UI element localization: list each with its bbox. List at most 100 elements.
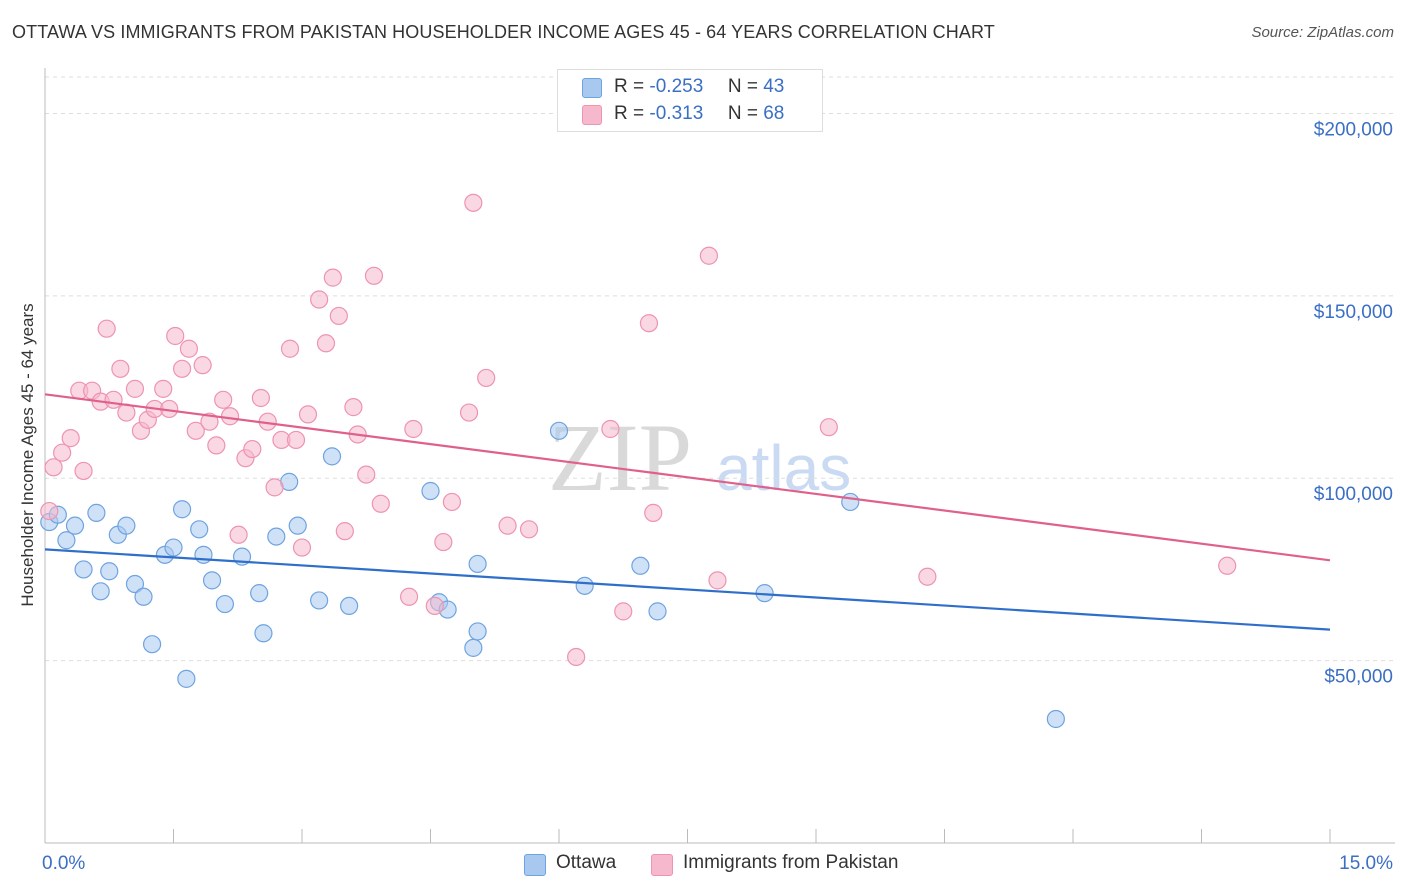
pakistan-point	[644, 503, 663, 522]
ottawa-point	[164, 538, 183, 557]
x-tick-labels: 0.0% 15.0%	[42, 853, 1393, 874]
trend-lines	[44, 393, 1331, 631]
chart-title: OTTAWA VS IMMIGRANTS FROM PAKISTAN HOUSE…	[12, 22, 995, 42]
series-swatch-ottawa	[524, 854, 546, 876]
y-tick-label: $150,000	[1314, 302, 1393, 323]
pakistan-point	[53, 443, 72, 462]
ottawa-point	[100, 562, 119, 581]
pakistan-point	[459, 403, 479, 422]
pakistan-point	[614, 602, 633, 621]
ottawa-point	[250, 584, 269, 603]
pakistan-point	[601, 419, 620, 439]
ottawa-point	[310, 591, 329, 610]
pakistan-point	[74, 461, 93, 481]
pakistan-point	[40, 501, 59, 521]
pakistan-point	[323, 268, 342, 287]
ottawa-point	[57, 531, 76, 550]
ottawa-point	[87, 503, 106, 522]
ottawa-point	[575, 576, 594, 595]
legend-r-label: R =	[614, 76, 645, 97]
pakistan-point	[125, 379, 145, 398]
pakistan-point	[477, 368, 496, 388]
pakistan-point	[193, 356, 212, 375]
ottawa-point	[468, 622, 487, 641]
pakistan-point	[335, 522, 354, 541]
pakistan-point	[498, 516, 517, 535]
pakistan-point	[399, 587, 419, 606]
pakistan-point	[61, 429, 80, 448]
pakistan-point	[918, 567, 937, 586]
pakistan-point	[243, 439, 262, 459]
pakistan-point	[371, 494, 390, 513]
pakistan-point	[819, 418, 838, 437]
ottawa-point	[190, 520, 209, 539]
y-tick-labels: $50,000 $100,000 $150,000 $200,000	[1314, 119, 1393, 687]
ottawa-point	[421, 481, 440, 501]
pakistan-point	[329, 306, 348, 326]
pakistan-point	[186, 421, 205, 440]
y-tick-label: $200,000	[1314, 119, 1393, 140]
ottawa-point	[202, 571, 222, 590]
axes	[44, 68, 1395, 844]
series-label-ottawa: Ottawa	[556, 852, 617, 873]
legend-stats-ottawa: R = -0.253 N = 43	[614, 76, 784, 98]
ottawa-point	[117, 516, 136, 535]
pakistan-point	[1218, 556, 1237, 575]
legend-row-ottawa: R = -0.253 N = 43	[558, 74, 822, 100]
pakistan-point	[166, 326, 185, 346]
pakistan-point	[357, 465, 376, 484]
legend-n-label: N =	[727, 76, 758, 97]
ottawa-point	[125, 574, 145, 594]
series-label-pakistan: Immigrants from Pakistan	[683, 852, 899, 873]
pakistan-point	[292, 538, 312, 557]
source-credit: Source: ZipAtlas.com	[1251, 24, 1394, 41]
ottawa-point	[464, 638, 483, 657]
legend-n-value: 68	[763, 103, 785, 124]
y-tick-label: $50,000	[1324, 667, 1393, 688]
ottawa-point	[74, 560, 93, 579]
pakistan-point	[207, 436, 226, 455]
ottawa-point	[172, 500, 192, 519]
pakistan-point	[154, 379, 173, 398]
pakistan-point	[172, 359, 192, 378]
legend-r-value: -0.253	[649, 76, 704, 97]
pakistan-point	[214, 390, 233, 409]
ottawa-trend-line	[44, 548, 1331, 631]
pakistan-point	[200, 412, 219, 431]
pakistan-point	[220, 407, 240, 426]
pakistan-point	[567, 647, 586, 667]
pakistan-point	[97, 319, 116, 338]
pakistan-point	[111, 359, 130, 378]
pakistan-point	[639, 314, 659, 333]
pakistan-point	[434, 532, 453, 552]
pakistan-point	[519, 520, 539, 539]
ottawa-point	[194, 545, 213, 564]
pakistan-point	[229, 525, 248, 544]
y-axis-label: Householder Income Ages 45 - 64 years	[18, 303, 37, 607]
watermark-zip: ZIP	[548, 404, 692, 511]
ottawa-point	[468, 554, 487, 574]
pakistan-point	[179, 339, 199, 358]
ottawa-point	[841, 492, 860, 512]
pakistan-point	[316, 334, 336, 353]
ottawa-point	[648, 602, 667, 621]
x-tick-label: 0.0%	[42, 853, 85, 874]
ottawa-point	[322, 447, 342, 466]
legend-n-value: 43	[763, 76, 785, 97]
ottawa-point	[254, 624, 273, 643]
watermark-atlas: atlas	[716, 432, 851, 504]
pakistan-point	[44, 458, 63, 477]
legend-swatch-pakistan	[582, 105, 602, 125]
pakistan-point	[104, 390, 123, 409]
pakistan-point	[310, 290, 329, 309]
pakistan-point	[425, 596, 444, 616]
pakistan-point	[364, 266, 384, 285]
pakistan-point	[464, 193, 483, 212]
pakistan-point	[404, 419, 423, 439]
pakistan-point	[708, 571, 727, 590]
x-tick-label: 15.0%	[1339, 853, 1393, 874]
ottawa-point	[1046, 709, 1065, 729]
pakistan-point	[280, 339, 300, 358]
pakistan-point	[699, 246, 719, 265]
y-tick-label: $100,000	[1314, 484, 1393, 505]
